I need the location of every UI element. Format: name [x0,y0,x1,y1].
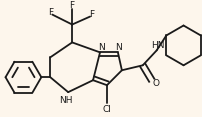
Text: HN: HN [150,41,164,50]
Text: Cl: Cl [102,105,111,113]
Text: F: F [89,10,94,19]
Text: N: N [97,43,104,52]
Text: F: F [47,8,53,17]
Text: NH: NH [59,96,73,105]
Text: O: O [152,79,158,88]
Text: N: N [115,43,122,52]
Text: F: F [69,1,74,10]
